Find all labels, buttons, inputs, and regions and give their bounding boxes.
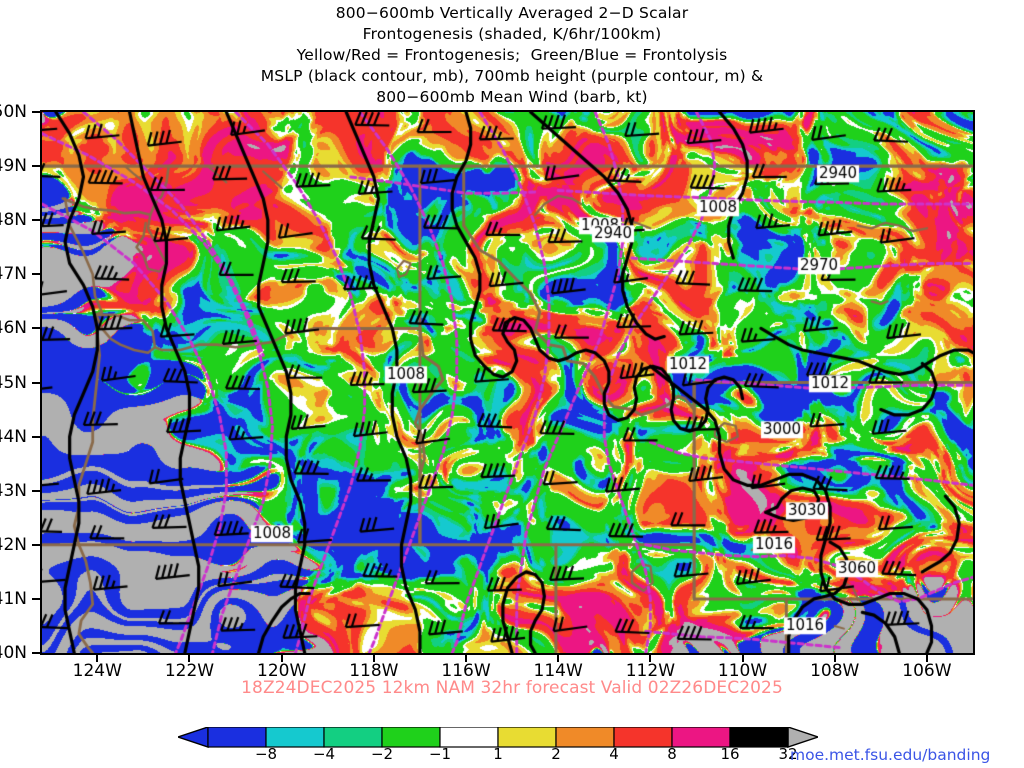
longitude-tick-label: 112W <box>625 661 676 681</box>
longitude-tick-mark <box>649 655 652 662</box>
colorbar-segment <box>381 727 441 748</box>
colorbar-tick-label: 8 <box>667 745 677 763</box>
longitude-tick-mark <box>465 655 468 662</box>
longitude-tick-label: 118W <box>349 661 399 681</box>
chart-title: 800−600mb Vertically Averaged 2−D Scalar… <box>0 3 1024 108</box>
colorbar-segment <box>555 727 615 748</box>
latitude-tick-mark <box>32 489 40 492</box>
latitude-tick-label: 40N <box>0 643 27 663</box>
colorbar-segment <box>497 727 557 748</box>
longitude-tick-mark <box>557 655 560 662</box>
latitude-tick-label: 46N <box>0 318 27 339</box>
latitude-tick-label: 44N <box>0 426 27 447</box>
latitude-tick-mark <box>32 111 40 113</box>
colorbar-tick-label: 1 <box>493 745 503 763</box>
colorbar-tick-label: 32 <box>778 745 798 763</box>
latitude-tick-mark <box>32 597 40 600</box>
source-watermark: moe.met.fsu.edu/banding <box>790 746 991 764</box>
latitude-tick-label: 45N <box>0 372 27 393</box>
colorbar-tick-label: −2 <box>370 745 394 763</box>
longitude-tick-mark <box>96 655 99 662</box>
colorbar-tick-label: 2 <box>551 745 561 763</box>
colorbar-segment <box>439 727 499 748</box>
latitude-tick-mark <box>32 327 40 330</box>
title-line-1: 800−600mb Vertically Averaged 2−D Scalar <box>335 4 689 22</box>
latitude-tick-label: 49N <box>0 156 27 177</box>
longitude-tick-label: 124W <box>72 661 122 681</box>
title-line-2: Frontogenesis (shaded, K/6hr/100km) <box>362 25 662 43</box>
colorbar-tick-label: −8 <box>254 745 278 763</box>
latitude-axis: 50N 49N 48N 47N 46N 45N 44N 43N 42N 41N 40N <box>0 102 40 663</box>
colorbar-tick-label: −4 <box>312 745 336 763</box>
title-line-3: Yellow/Red = Frontogenesis; Green/Blue =… <box>296 46 728 64</box>
longitude-tick-label: 110W <box>717 661 768 681</box>
latitude-tick-mark <box>32 219 40 222</box>
latitude-tick-label: 43N <box>0 480 27 501</box>
forecast-caption: 18Z24DEC2025 12km NAM 32hr forecast Vali… <box>241 678 783 698</box>
colorbar-segment <box>671 727 731 748</box>
colorbar-segment <box>729 727 789 748</box>
longitude-tick-mark <box>833 655 836 662</box>
latitude-tick-mark <box>32 381 40 384</box>
longitude-tick-mark <box>741 655 744 662</box>
latitude-tick-mark <box>32 543 40 546</box>
title-line-4: MSLP (black contour, mb), 700mb height (… <box>260 67 764 85</box>
frontogenesis-shaded-field <box>42 112 973 653</box>
colorbar-swatches <box>178 727 818 748</box>
colorbar-tick-label: 4 <box>609 745 619 763</box>
longitude-tick-label: 114W <box>533 661 583 681</box>
colorbar-segment <box>265 727 325 748</box>
colorbar-over-arrow <box>787 727 818 748</box>
latitude-tick-mark <box>32 165 40 168</box>
title-line-5: 800−600mb Mean Wind (barb, kt) <box>376 88 648 106</box>
latitude-tick-label: 48N <box>0 210 27 231</box>
latitude-tick-label: 50N <box>0 102 27 122</box>
latitude-tick-label: 42N <box>0 534 27 555</box>
colorbar-tick-label: 16 <box>720 745 740 763</box>
longitude-tick-mark <box>925 655 928 662</box>
colorbar-under-arrow <box>178 727 209 748</box>
longitude-tick-mark <box>188 655 191 662</box>
latitude-tick-mark <box>32 652 40 654</box>
latitude-tick-label: 47N <box>0 264 27 285</box>
latitude-tick-mark <box>32 435 40 438</box>
colorbar[interactable]: −8 −4 −2 −1 1 2 4 8 16 32 <box>178 727 818 767</box>
longitude-tick-label: 108W <box>810 661 860 681</box>
longitude-tick-mark <box>280 655 283 662</box>
longitude-axis: 124W 122W 120W 118W 116W 114W 112W 110W 108W 106W <box>40 655 975 685</box>
colorbar-segment <box>207 727 267 748</box>
colorbar-segment <box>613 727 673 748</box>
latitude-tick-mark <box>32 273 40 276</box>
colorbar-segment <box>323 727 383 748</box>
map-plot-area[interactable] <box>40 110 975 655</box>
longitude-tick-label: 122W <box>164 661 215 681</box>
longitude-tick-label: 106W <box>902 661 952 681</box>
longitude-tick-mark <box>372 655 375 662</box>
latitude-tick-label: 41N <box>0 588 27 609</box>
colorbar-tick-label: −1 <box>428 745 452 763</box>
longitude-tick-label: 116W <box>441 661 491 681</box>
longitude-tick-label: 120W <box>257 661 307 681</box>
